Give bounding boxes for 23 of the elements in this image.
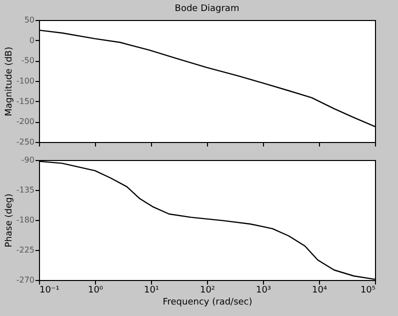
y-tick-label: -150	[16, 96, 34, 106]
x-tick-label: 10⁴	[312, 286, 328, 296]
y-tick-label: -50	[21, 56, 34, 66]
y-tick-label: -270	[16, 276, 34, 284]
y-tick-label: -200	[16, 117, 34, 126]
y-tick-label: 0	[29, 36, 34, 45]
x-tick-label: 10³	[256, 286, 272, 296]
x-tick-label: 10²	[200, 286, 216, 296]
y-tick-label: -225	[16, 246, 34, 254]
y-tick-label: -90	[21, 156, 34, 164]
y-tick-label: -100	[16, 76, 34, 86]
y-tick-label: -135	[16, 186, 34, 194]
y-tick-label: -250	[16, 138, 34, 146]
chart-title: Bode Diagram	[174, 4, 240, 14]
x-tick-label: 10⁰	[88, 286, 104, 296]
x-axis-title: Frequency (rad/sec)	[162, 298, 252, 308]
x-tick-label: 10⁵	[360, 286, 376, 296]
y-tick-label: -180	[16, 216, 34, 224]
y-axis-title: Magnitude (dB)	[4, 46, 14, 116]
y-axis-title: Phase (deg)	[4, 194, 14, 248]
y-tick-label: 50	[24, 16, 34, 24]
x-tick-label: 10⁻¹	[40, 286, 60, 296]
x-tick-label: 10¹	[144, 286, 160, 296]
